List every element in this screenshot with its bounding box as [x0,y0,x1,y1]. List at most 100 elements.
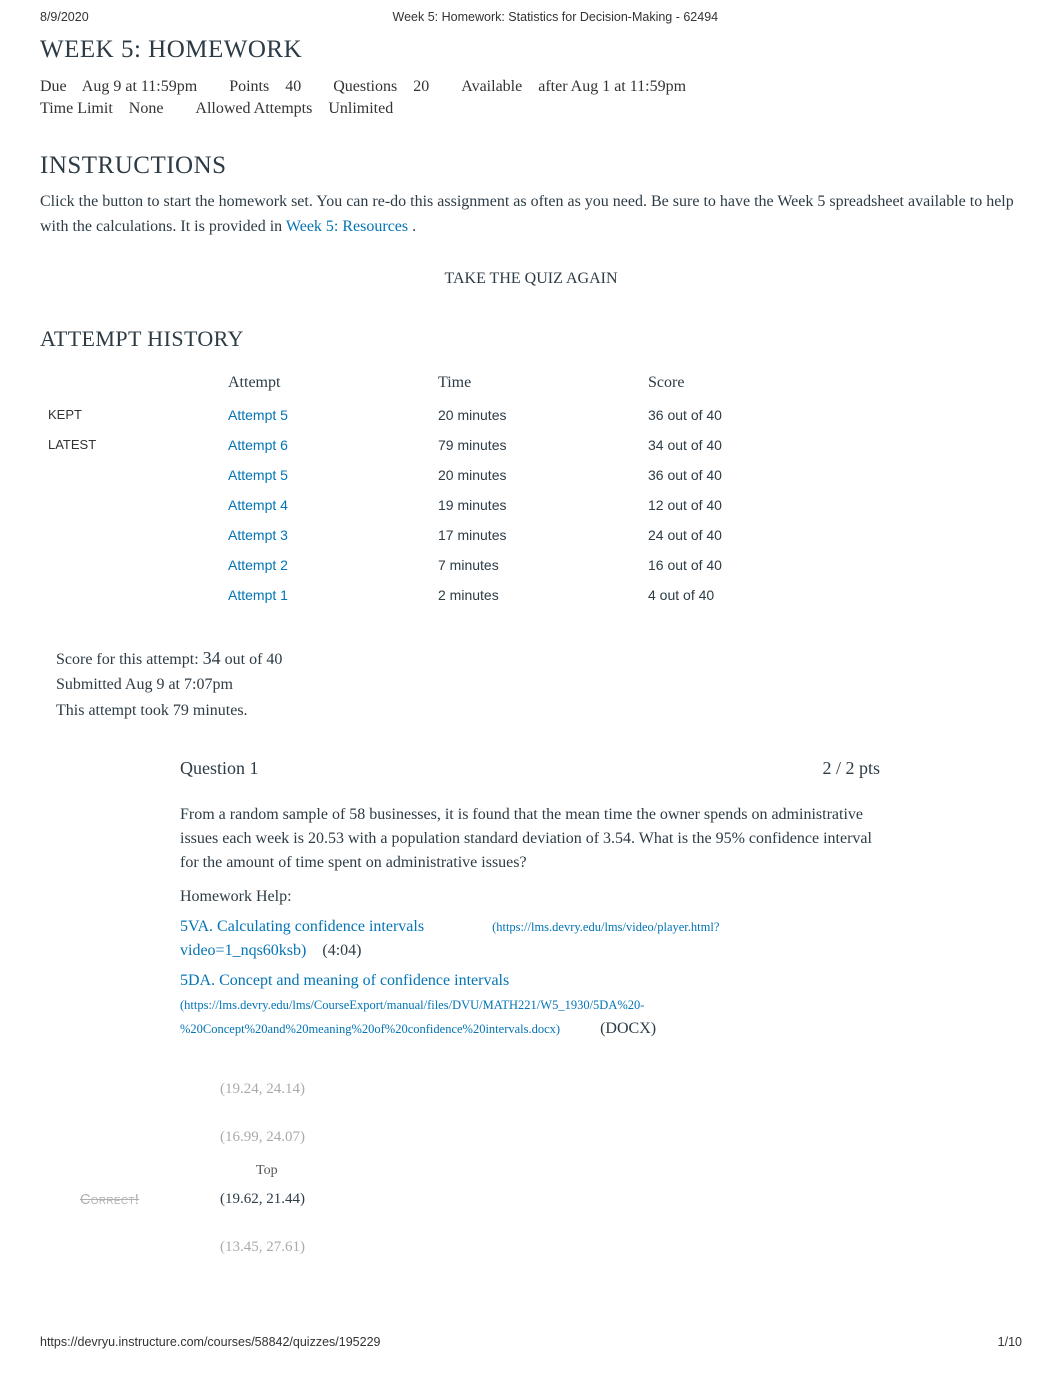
attempt-link[interactable]: Attempt 4 [228,497,288,513]
answer-row: (16.99, 24.07) [180,1117,880,1159]
meta-points-value: 40 [285,78,301,95]
attempt-row-label [40,460,220,490]
col-score: Score [640,366,826,400]
attempt-link[interactable]: Attempt 2 [228,557,288,573]
score-value: 34 [203,648,221,668]
meta-points: Points 40 [229,78,301,96]
submitted-time: Submitted Aug 9 at 7:07pm [56,672,1022,698]
instructions-text: Click the button to start the homework s… [40,190,1022,240]
table-header-row: Attempt Time Score [40,366,826,400]
print-title: Week 5: Homework: Statistics for Decisio… [40,10,1022,24]
attempt-score: 36 out of 40 [640,400,826,430]
meta-available-value: after Aug 1 at 11:59pm [538,78,686,95]
table-row: Attempt 3 17 minutes24 out of 40 [40,520,826,550]
doc-help-url-1[interactable]: (https://lms.devry.edu/lms/CourseExport/… [180,998,644,1012]
attempt-row-label: LATEST [40,430,220,460]
video-duration: (4:04) [322,942,361,959]
score-summary: Score for this attempt: 34 out of 40 Sub… [56,644,1022,724]
attempt-duration: This attempt took 79 minutes. [56,698,1022,724]
table-row: Attempt 5 20 minutes36 out of 40 [40,460,826,490]
attempt-history-heading: ATTEMPT HISTORY [40,326,1022,352]
print-header: 8/9/2020 Week 5: Homework: Statistics fo… [0,0,1062,28]
table-row: Attempt 4 19 minutes12 out of 40 [40,490,826,520]
attempt-link[interactable]: Attempt 5 [228,407,288,423]
instructions-heading: INSTRUCTIONS [40,152,1022,180]
attempt-row-label [40,550,220,580]
attempt-link[interactable]: Attempt 3 [228,527,288,543]
meta-allowed-attempts-value: Unlimited [328,100,393,117]
attempt-time: 2 minutes [430,580,640,610]
meta-time-limit-label: Time Limit [40,100,113,118]
video-help-sub[interactable]: video=1_nqs60ksb) [180,942,306,959]
attempt-link[interactable]: Attempt 5 [228,467,288,483]
take-quiz-again-button[interactable]: TAKE THE QUIZ AGAIN [40,270,1022,288]
meta-questions: Questions 20 [333,78,429,96]
table-row: KEPT Attempt 5 20 minutes36 out of 40 [40,400,826,430]
attempt-time: 7 minutes [430,550,640,580]
meta-points-label: Points [229,78,269,96]
attempt-row-label [40,490,220,520]
attempt-link[interactable]: Attempt 6 [228,437,288,453]
score-suffix: out of 40 [225,651,283,668]
attempt-row-label [40,520,220,550]
question-title: Question 1 [180,758,259,779]
answer-badge-slot: Correct! [40,1191,180,1209]
score-label: Score for this attempt: [56,651,203,668]
instructions-pre: Click the button to start the homework s… [40,193,1014,235]
instructions-post: . [412,218,416,235]
col-blank [40,366,220,400]
attempt-score: 36 out of 40 [640,460,826,490]
meta-questions-value: 20 [413,78,429,95]
answer-row: (13.45, 27.61) [180,1227,880,1269]
question-stem: From a random sample of 58 businesses, i… [180,803,880,875]
footer-url: https://devryu.instructure.com/courses/5… [40,1335,380,1349]
attempt-row-label: KEPT [40,400,220,430]
meta-due: Due Aug 9 at 11:59pm [40,78,197,96]
attempt-time: 20 minutes [430,400,640,430]
attempt-time: 19 minutes [430,490,640,520]
attempt-link[interactable]: Attempt 1 [228,587,288,603]
col-time: Time [430,366,640,400]
table-row: Attempt 1 2 minutes4 out of 40 [40,580,826,610]
question-card: Question 1 2 / 2 pts From a random sampl… [180,758,880,1269]
doc-help-url-2[interactable]: %20Concept%20and%20meaning%20of%20confid… [180,1022,560,1036]
attempt-time: 17 minutes [430,520,640,550]
attempt-score: 16 out of 40 [640,550,826,580]
answer-option[interactable]: (19.24, 24.14) [180,1081,305,1098]
meta-time-limit: Time Limit None [40,100,163,118]
print-footer: https://devryu.instructure.com/courses/5… [0,1275,1062,1363]
video-help-link[interactable]: 5VA. Calculating confidence intervals [180,918,424,935]
doc-help-link[interactable]: 5DA. Concept and meaning of confidence i… [180,972,509,989]
table-row: LATEST Attempt 6 79 minutes34 out of 40 [40,430,826,460]
attempt-score: 12 out of 40 [640,490,826,520]
answer-row: (19.24, 24.14) [180,1069,880,1111]
video-help-url[interactable]: (https://lms.devry.edu/lms/video/player.… [492,920,719,934]
attempt-score: 4 out of 40 [640,580,826,610]
answer-option[interactable]: (19.62, 21.44) [180,1191,305,1208]
meta-allowed-attempts-label: Allowed Attempts [195,100,312,118]
homework-help-label: Homework Help: [180,885,880,909]
print-date: 8/9/2020 [40,10,89,24]
table-row: Attempt 2 7 minutes16 out of 40 [40,550,826,580]
resources-link[interactable]: Week 5: Resources [286,218,408,235]
meta-available-label: Available [461,78,522,96]
meta-available: Available after Aug 1 at 11:59pm [461,78,686,96]
meta-allowed-attempts: Allowed Attempts Unlimited [195,100,393,118]
attempt-time: 79 minutes [430,430,640,460]
attempt-score: 24 out of 40 [640,520,826,550]
col-attempt: Attempt [220,366,430,400]
meta-time-limit-value: None [129,100,164,117]
attempt-time: 20 minutes [430,460,640,490]
attempt-row-label [40,580,220,610]
footer-page: 1/10 [998,1335,1022,1349]
meta-questions-label: Questions [333,78,397,96]
answer-option[interactable]: (13.45, 27.61) [180,1239,305,1256]
scroll-top-link[interactable]: Top [256,1163,880,1179]
doc-format: (DOCX) [600,1020,656,1037]
page-title: WEEK 5: HOMEWORK [40,36,1022,64]
question-points: 2 / 2 pts [822,758,880,779]
correct-badge: Correct! [80,1192,139,1208]
answer-option[interactable]: (16.99, 24.07) [180,1129,305,1146]
meta-due-value: Aug 9 at 11:59pm [82,78,197,95]
attempt-score: 34 out of 40 [640,430,826,460]
